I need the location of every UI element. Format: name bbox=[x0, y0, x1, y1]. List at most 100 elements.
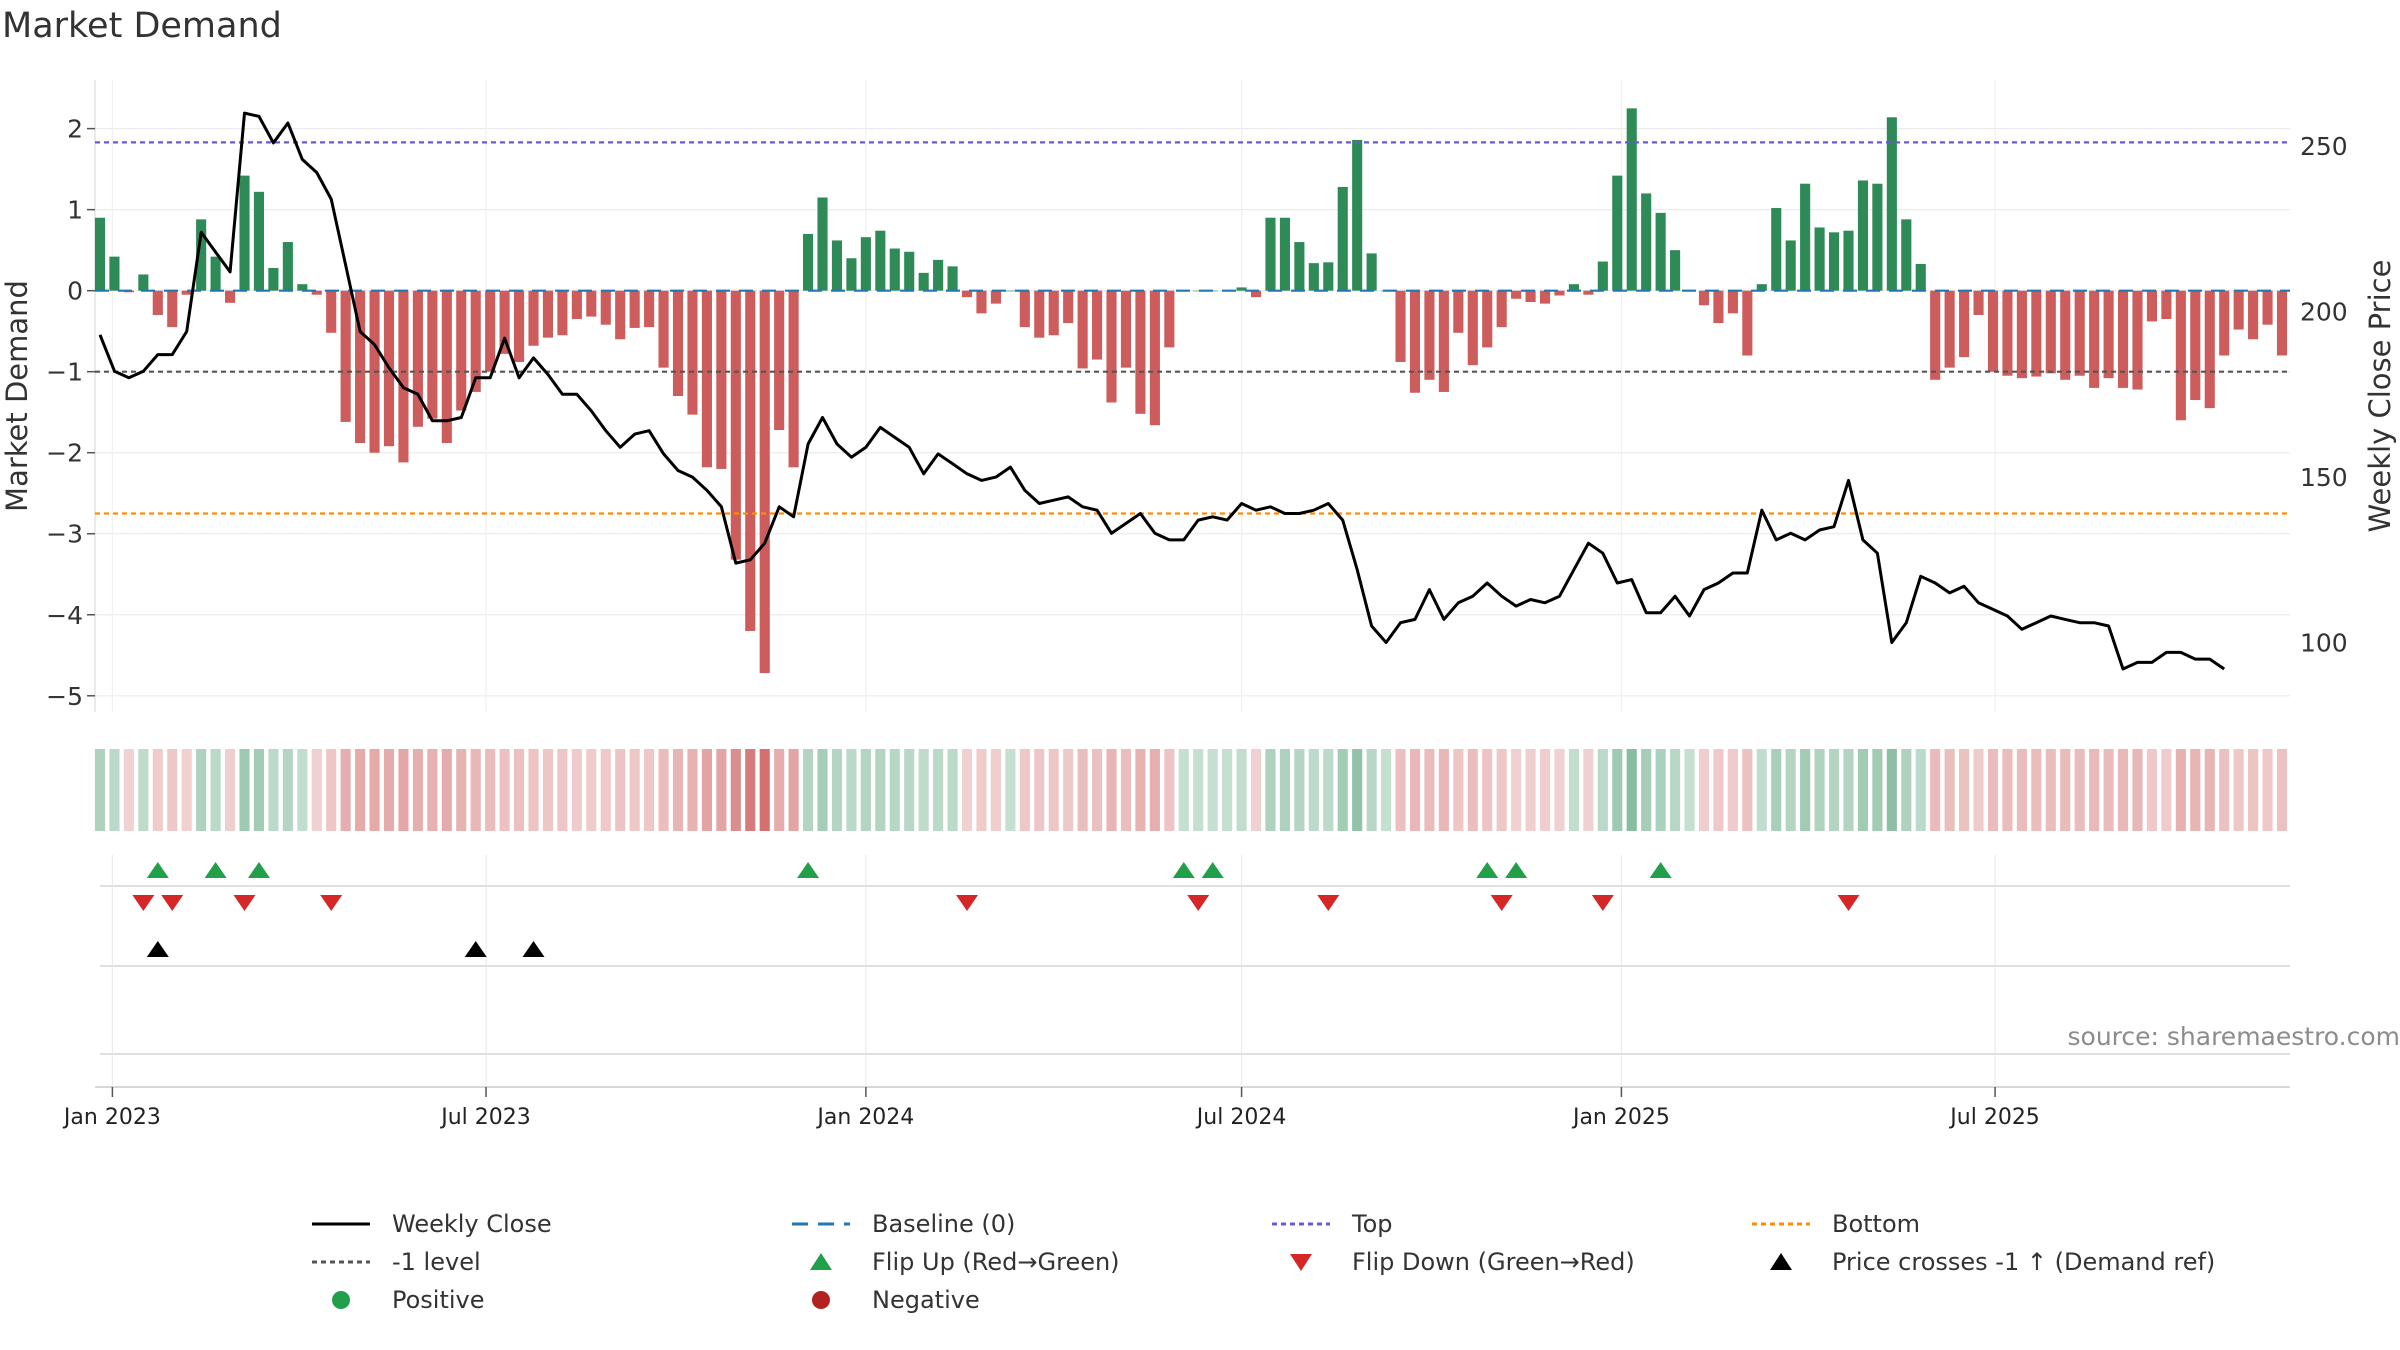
demand-bar bbox=[2175, 290, 2186, 421]
heat-cell bbox=[383, 749, 395, 831]
demand-bar bbox=[1857, 180, 1868, 291]
y-axis-title: Market Demand bbox=[0, 280, 34, 512]
heat-cell bbox=[1612, 749, 1623, 831]
heat-cell bbox=[1886, 749, 1897, 831]
heat-cell bbox=[1164, 749, 1175, 831]
chart-title: Market Demand bbox=[2, 6, 282, 46]
y-tick-label: 1 bbox=[67, 196, 83, 225]
heat-cell bbox=[1973, 749, 1984, 831]
legend-minus1-label: -1 level bbox=[392, 1248, 481, 1276]
demand-bar bbox=[311, 290, 322, 295]
heat-cell bbox=[167, 749, 178, 831]
heat-cell bbox=[1207, 749, 1218, 831]
heat-cell bbox=[990, 749, 1001, 831]
weekly-close-line bbox=[98, 111, 2226, 671]
demand-bar bbox=[542, 290, 554, 338]
demand-bar bbox=[1438, 290, 1449, 392]
demand-bar bbox=[224, 290, 236, 303]
heat-cell bbox=[1438, 749, 1449, 831]
heat-cell bbox=[1063, 749, 1074, 831]
y-tick-label: 2 bbox=[67, 115, 83, 144]
demand-bar bbox=[947, 266, 958, 291]
heat-cell bbox=[1279, 749, 1290, 831]
demand-bar bbox=[2161, 290, 2172, 320]
demand-bar bbox=[1120, 290, 1132, 368]
heat-cell bbox=[1959, 749, 1970, 831]
demand-bar bbox=[759, 290, 770, 674]
y2-tick-label: 100 bbox=[2300, 629, 2348, 658]
demand-bar bbox=[2190, 290, 2201, 401]
flip-down-marker bbox=[320, 895, 343, 911]
heat-cell bbox=[1453, 749, 1464, 831]
demand-bar bbox=[875, 230, 886, 291]
flip-up-marker bbox=[1201, 862, 1224, 878]
legend-positive-label: Positive bbox=[392, 1286, 485, 1314]
heat-cell bbox=[716, 749, 727, 831]
y-tick-label: −1 bbox=[46, 358, 83, 387]
heat-cell bbox=[2248, 749, 2259, 831]
demand-bar bbox=[355, 290, 366, 443]
heat-cell bbox=[1135, 749, 1146, 831]
demand-bar bbox=[2045, 290, 2056, 374]
demand-bar bbox=[2262, 290, 2273, 325]
demand-bar bbox=[1337, 186, 1348, 291]
demand-bar bbox=[1496, 290, 1507, 328]
demand-bar bbox=[2204, 290, 2215, 409]
flip-up-marker bbox=[1476, 862, 1499, 878]
demand-bar bbox=[2031, 290, 2042, 377]
heat-cell bbox=[687, 749, 698, 831]
demand-bar bbox=[1800, 183, 1811, 291]
heat-cell bbox=[123, 749, 134, 831]
heat-cell bbox=[1424, 749, 1435, 831]
heat-cell bbox=[600, 749, 611, 831]
legend-cross: Price crosses -1 ↑ (Demand ref) bbox=[1750, 1248, 2215, 1276]
legend-weekly-close: Weekly Close bbox=[310, 1210, 552, 1238]
y2-tick-label: 150 bbox=[2300, 463, 2348, 492]
demand-bar bbox=[181, 290, 192, 295]
demand-bar bbox=[2016, 290, 2027, 379]
heat-cell bbox=[557, 749, 568, 831]
demand-bar bbox=[2248, 290, 2259, 340]
heat-cell bbox=[1222, 749, 1233, 831]
price-cross-marker bbox=[522, 941, 545, 957]
demand-bar bbox=[441, 290, 452, 443]
demand-bar bbox=[326, 290, 337, 333]
demand-bar bbox=[1886, 117, 1897, 291]
heat-cell bbox=[1655, 749, 1666, 831]
legend-baseline-label: Baseline (0) bbox=[872, 1210, 1016, 1238]
heat-cell bbox=[326, 749, 337, 831]
demand-bar bbox=[1236, 287, 1247, 291]
heat-cell bbox=[369, 749, 380, 831]
demand-bar bbox=[1641, 193, 1652, 291]
heat-cell bbox=[1496, 749, 1507, 831]
heat-cell bbox=[1930, 749, 1941, 831]
flip-down-marker bbox=[1837, 895, 1860, 911]
demand-bar bbox=[1005, 290, 1016, 292]
dotted-line-icon bbox=[1272, 1222, 1330, 1226]
demand-bar bbox=[1698, 290, 1710, 306]
demand-bar bbox=[687, 290, 698, 415]
heat-cell bbox=[1727, 749, 1738, 831]
demand-bar bbox=[1164, 290, 1175, 348]
demand-bar bbox=[1785, 240, 1796, 291]
legend-flip-up-label: Flip Up (Red→Green) bbox=[872, 1248, 1120, 1276]
heat-cell bbox=[1236, 749, 1247, 831]
demand-bar bbox=[629, 290, 640, 328]
demand-bar bbox=[1467, 290, 1478, 366]
flip-down-marker bbox=[1591, 895, 1614, 911]
demand-bar bbox=[1063, 290, 1074, 324]
heat-cell bbox=[1915, 749, 1926, 831]
heat-cell bbox=[658, 749, 669, 831]
heat-cell bbox=[1106, 749, 1117, 831]
demand-bar bbox=[1250, 290, 1262, 298]
heat-cell bbox=[297, 749, 308, 831]
demand-bar bbox=[1944, 290, 1955, 368]
demand-bar bbox=[1973, 290, 1984, 315]
x-tick-label: Jan 2024 bbox=[815, 1105, 914, 1130]
heat-cell bbox=[875, 749, 886, 831]
triangle-up-icon bbox=[1770, 1253, 1792, 1270]
heat-cell bbox=[1742, 749, 1753, 831]
heat-cell bbox=[817, 749, 828, 831]
heat-cell bbox=[398, 749, 409, 831]
heat-cell bbox=[1554, 749, 1565, 831]
